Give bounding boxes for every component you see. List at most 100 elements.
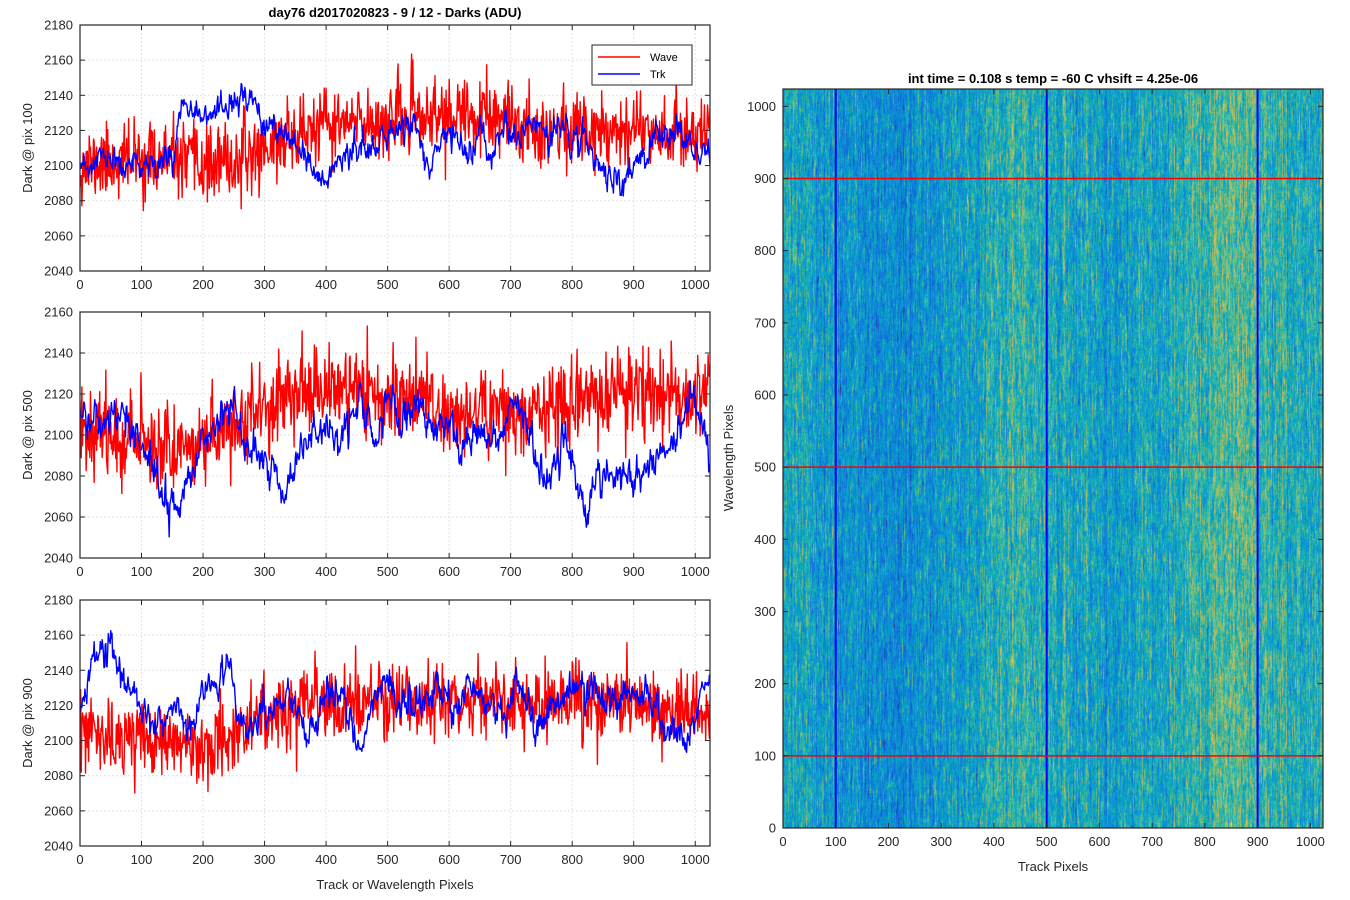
y-tick-label: 0 (769, 821, 776, 836)
y-tick-label: 2160 (44, 305, 73, 320)
x-tick-label: 700 (500, 564, 522, 579)
y-tick-label: 2140 (44, 346, 73, 361)
x-tick-label: 100 (131, 277, 153, 292)
x-tick-label: 600 (438, 564, 460, 579)
x-tick-label: 800 (1194, 834, 1216, 849)
y-tick-label: 100 (754, 748, 776, 763)
tick-marks: 0 100 200 300 400 500 600 700 800 900 1000 2040 2060… (44, 593, 710, 867)
tick-marks: 0 100 200 300 400 500 600 700 800 900 1000 2040 2060… (44, 305, 710, 579)
y-tick-label: 2120 (44, 387, 73, 402)
series-line-wave (80, 325, 710, 495)
legend-label-trk: Trk (650, 69, 666, 81)
x-tick-label: 1000 (681, 852, 710, 867)
y-tick-label: 2060 (44, 510, 73, 525)
y-tick-label: 2040 (44, 551, 73, 566)
y-tick-label: 2180 (44, 18, 73, 33)
y-tick-label: 400 (754, 532, 776, 547)
y-tick-label: 2060 (44, 228, 73, 243)
y-tick-label: 2100 (44, 733, 73, 748)
y-tick-label: 2140 (44, 663, 73, 678)
series-group (80, 630, 710, 794)
x-tick-label: 700 (1141, 834, 1163, 849)
x-tick-label: 1000 (1296, 834, 1325, 849)
y-tick-label: 200 (754, 676, 776, 691)
x-tick-label: 0 (76, 852, 83, 867)
legend: Wave Trk (591, 44, 693, 86)
x-tick-label: 800 (561, 852, 583, 867)
series-line-wave (80, 641, 710, 794)
y-tick-label: 2140 (44, 88, 73, 103)
x-tick-label: 200 (192, 564, 214, 579)
x-tick-label: 900 (623, 852, 645, 867)
heatmap-darks: 0 100 200 300 400 500 600 700 800 900 1000 0 100 200 3… (721, 71, 1325, 874)
y-tick-label: 900 (754, 171, 776, 186)
x-tick-label: 400 (315, 277, 337, 292)
x-tick-label: 300 (254, 277, 276, 292)
legend-label-wave: Wave (650, 52, 678, 64)
x-tick-label: 100 (131, 564, 153, 579)
marker-lines (783, 89, 1323, 828)
y-tick-label: 2100 (44, 428, 73, 443)
line-plot-pix-100: 0 100 200 300 400 500 600 700 800 900 1000 2040 2060… (20, 5, 711, 292)
tick-marks: 0 100 200 300 400 500 600 700 800 900 1000 0 100 200 3… (747, 89, 1325, 849)
line-plot-pix-900: 0 100 200 300 400 500 600 700 800 900 1000 2040 2060… (20, 593, 711, 892)
tick-marks: 0 100 200 300 400 500 600 700 800 900 1000 2040 2060… (44, 18, 710, 292)
x-tick-label: 700 (500, 852, 522, 867)
x-tick-label: 600 (1089, 834, 1111, 849)
y-tick-label: 500 (754, 460, 776, 475)
x-tick-label: 300 (254, 852, 276, 867)
x-tick-label: 200 (192, 277, 214, 292)
series-group (80, 53, 710, 212)
x-tick-label: 300 (930, 834, 952, 849)
x-tick-label: 700 (500, 277, 522, 292)
x-tick-label: 400 (983, 834, 1005, 849)
y-tick-label: 2180 (44, 593, 73, 608)
figure-title: day76 d2017020823 - 9 / 12 - Darks (ADU) (269, 5, 522, 20)
y-tick-label: 2040 (44, 264, 73, 279)
x-tick-label: 500 (377, 852, 399, 867)
y-tick-label: 2100 (44, 158, 73, 173)
x-tick-label: 0 (779, 834, 786, 849)
x-tick-label: 200 (878, 834, 900, 849)
axes-frame (79, 24, 711, 272)
y-tick-label: 800 (754, 243, 776, 258)
x-tick-label: 800 (561, 564, 583, 579)
y-tick-label: 700 (754, 315, 776, 330)
y-tick-label: 1000 (747, 99, 776, 114)
y-tick-label: 2080 (44, 193, 73, 208)
series-line-trk (80, 82, 710, 197)
x-tick-label: 500 (377, 564, 399, 579)
x-tick-label: 100 (825, 834, 847, 849)
heatmap-image (783, 89, 1323, 828)
series-line-wave (80, 53, 710, 212)
x-tick-label: 600 (438, 277, 460, 292)
x-tick-label: 0 (76, 564, 83, 579)
x-tick-label: 200 (192, 852, 214, 867)
x-tick-label: 900 (623, 564, 645, 579)
y-axis-label: Dark @ pix 500 (20, 390, 35, 480)
y-tick-label: 2120 (44, 698, 73, 713)
x-axis-label: Track or Wavelength Pixels (316, 877, 474, 892)
series-line-trk (80, 630, 710, 753)
x-tick-label: 800 (561, 277, 583, 292)
heatmap-title: int time = 0.108 s temp = -60 C vhsift =… (908, 71, 1198, 86)
x-axis-label: Track Pixels (1018, 859, 1089, 874)
x-tick-label: 100 (131, 852, 153, 867)
y-tick-label: 2160 (44, 53, 73, 68)
y-tick-label: 300 (754, 604, 776, 619)
y-tick-label: 2060 (44, 803, 73, 818)
x-tick-label: 1000 (681, 564, 710, 579)
line-plot-pix-500: 0 100 200 300 400 500 600 700 800 900 1000 2040 2060… (20, 305, 711, 579)
axes-frame (79, 599, 711, 847)
x-tick-label: 300 (254, 564, 276, 579)
x-tick-label: 0 (76, 277, 83, 292)
y-tick-label: 600 (754, 387, 776, 402)
x-tick-label: 500 (377, 277, 399, 292)
x-tick-label: 500 (1036, 834, 1058, 849)
y-axis-label: Dark @ pix 900 (20, 678, 35, 768)
y-tick-label: 2080 (44, 469, 73, 484)
y-tick-label: 2160 (44, 628, 73, 643)
x-tick-label: 900 (623, 277, 645, 292)
axes-frame (782, 88, 1324, 829)
